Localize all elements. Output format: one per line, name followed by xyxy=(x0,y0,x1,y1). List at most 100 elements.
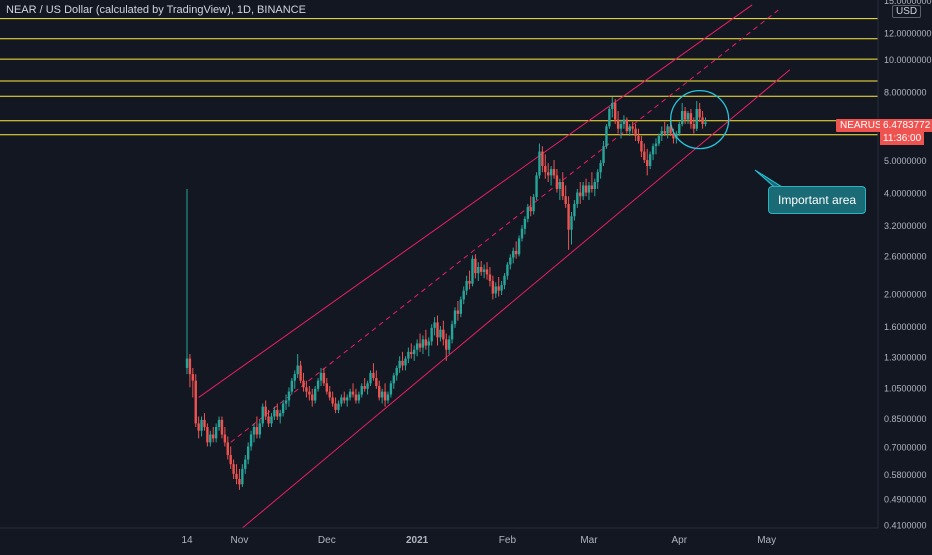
chart-title: NEAR / US Dollar (calculated by TradingV… xyxy=(6,4,306,16)
candle xyxy=(267,409,270,428)
currency-badge[interactable]: USD xyxy=(892,5,922,18)
candle xyxy=(293,370,296,389)
candle-body xyxy=(410,351,413,355)
candle-body xyxy=(514,250,518,255)
candle-body xyxy=(319,372,323,381)
candle-body xyxy=(209,434,212,443)
candle-body xyxy=(212,434,215,439)
candle xyxy=(322,367,326,387)
price-tick-label: 2.0000000 xyxy=(884,290,927,300)
price-axis[interactable]: 15.0000000 12.0000000 10.0000000 8.0000000 5… xyxy=(877,0,932,550)
trend-channel xyxy=(198,4,791,529)
candle-body xyxy=(372,372,375,379)
candlestick-series xyxy=(185,97,707,490)
candle-body xyxy=(602,146,605,163)
candle-body xyxy=(503,275,506,286)
candle xyxy=(479,261,483,276)
price-tick-label: 1.3000000 xyxy=(884,352,927,362)
annotation-layer xyxy=(670,89,792,193)
candle-body xyxy=(430,327,433,342)
candle-body xyxy=(599,162,602,173)
candle-body xyxy=(427,341,430,346)
candle xyxy=(232,459,235,479)
candle xyxy=(398,356,401,373)
candle-body xyxy=(654,143,658,147)
candle-body xyxy=(386,394,390,401)
candle xyxy=(576,188,579,208)
candle xyxy=(581,182,585,201)
candle-body xyxy=(640,140,643,152)
candle-body xyxy=(191,374,195,381)
candle xyxy=(613,99,617,125)
candle-body xyxy=(631,126,634,129)
candle xyxy=(188,354,192,388)
candle-body xyxy=(660,131,663,136)
candle xyxy=(305,380,308,398)
candle-body xyxy=(258,423,262,435)
candle-body xyxy=(619,124,623,129)
candle xyxy=(264,400,267,420)
candle-body xyxy=(683,111,687,120)
candle xyxy=(238,468,241,490)
candle-body xyxy=(622,119,626,125)
candle-body xyxy=(436,322,439,338)
candle xyxy=(622,115,626,129)
candle-body xyxy=(232,464,235,474)
candle xyxy=(348,388,352,401)
candle xyxy=(217,416,221,431)
candle xyxy=(191,367,195,398)
candle xyxy=(325,378,329,395)
candle-body xyxy=(497,286,500,291)
candle xyxy=(334,397,337,414)
candle xyxy=(273,406,276,420)
candle xyxy=(424,329,428,350)
candle xyxy=(404,356,407,371)
time-tick-label: Mar xyxy=(580,535,598,546)
candle-body xyxy=(479,266,483,272)
candle xyxy=(354,388,358,404)
time-axis[interactable]: 14 Nov Dec 2021 Feb Mar Apr May xyxy=(0,527,878,546)
candle-body xyxy=(369,372,372,384)
candle xyxy=(313,386,317,404)
candle xyxy=(316,378,320,392)
candle-body xyxy=(308,391,311,395)
candle xyxy=(413,345,416,361)
candle-body xyxy=(348,391,352,398)
candle xyxy=(372,363,375,381)
candle xyxy=(203,413,206,431)
candle-body xyxy=(477,266,480,274)
time-tick-label: 2021 xyxy=(406,535,429,546)
candle xyxy=(351,383,355,398)
candle xyxy=(471,255,474,287)
candle xyxy=(340,394,343,407)
candle-body xyxy=(491,280,495,294)
candle xyxy=(363,378,366,392)
candle xyxy=(602,140,605,166)
candle xyxy=(608,106,611,129)
price-tick-label: 0.4100000 xyxy=(884,520,927,530)
candle-body xyxy=(471,258,474,284)
candle xyxy=(593,178,596,197)
candle xyxy=(488,266,492,287)
candle xyxy=(442,320,445,346)
candle-body xyxy=(648,154,652,166)
candle-body xyxy=(523,218,527,229)
candle-body xyxy=(538,151,541,176)
candle-body xyxy=(535,175,538,197)
candle-body xyxy=(611,102,614,109)
candle-body xyxy=(576,192,579,204)
candle-body xyxy=(689,113,693,125)
candle-body xyxy=(267,416,270,424)
candle xyxy=(383,383,387,407)
candle xyxy=(523,216,527,235)
candle xyxy=(573,200,576,221)
candle xyxy=(491,275,495,300)
candle xyxy=(678,121,681,136)
price-tick-label: 10.0000000 xyxy=(884,55,932,65)
candle xyxy=(246,442,250,465)
candle-body xyxy=(264,406,267,417)
candle xyxy=(558,178,562,201)
price-tick-label: 4.0000000 xyxy=(884,189,927,199)
